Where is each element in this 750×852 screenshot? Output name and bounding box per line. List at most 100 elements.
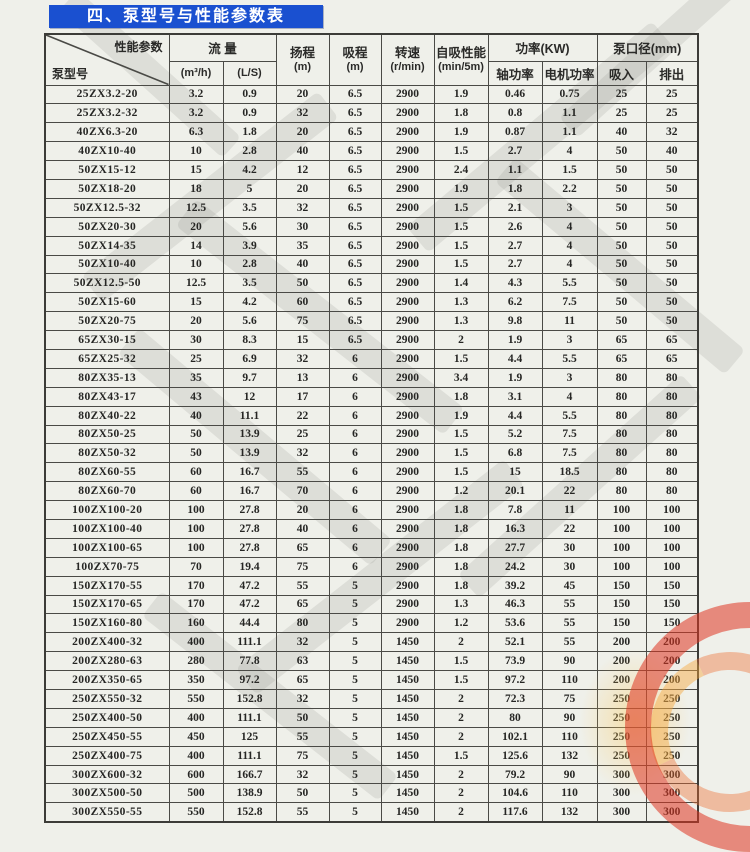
value-cell: 138.9 [222, 783, 277, 804]
value-cell: 50 [645, 197, 699, 218]
value-cell: 110 [541, 726, 598, 747]
value-cell: 6.5 [328, 254, 382, 275]
value-cell: 2900 [380, 613, 435, 634]
value-cell: 1450 [380, 707, 435, 728]
value-cell: 5 [328, 764, 382, 785]
value-cell: 2900 [380, 443, 435, 464]
value-cell: 5.5 [541, 405, 598, 426]
value-cell: 50 [596, 311, 647, 332]
value-cell: 65 [645, 330, 699, 350]
value-cell: 77.8 [222, 651, 277, 672]
value-cell: 32 [275, 443, 330, 464]
value-cell: 2900 [380, 254, 435, 275]
value-cell: 35 [275, 235, 330, 256]
value-cell: 4 [541, 254, 598, 275]
value-cell: 2 [433, 783, 489, 804]
value-cell: 60 [168, 462, 224, 483]
value-cell: 1.4 [433, 273, 489, 294]
pump-model-cell: 300ZX600-32 [44, 764, 170, 785]
value-cell: 25 [168, 348, 224, 369]
value-cell: 6.5 [328, 84, 382, 105]
value-cell: 32 [275, 632, 330, 653]
value-cell: 5 [328, 802, 382, 823]
value-cell: 280 [168, 651, 224, 672]
table-row: 80ZX60-70 60 16.7 70 6 2900 1.2 20.1 22 80 80 [44, 481, 699, 502]
value-cell: 3.1 [487, 386, 543, 407]
value-cell: 111.1 [222, 707, 277, 728]
value-cell: 1.5 [433, 443, 489, 464]
value-cell: 600 [168, 764, 224, 785]
pump-model-cell: 150ZX170-65 [44, 594, 170, 615]
value-cell: 12 [275, 160, 330, 180]
value-cell: 2900 [380, 216, 435, 237]
value-cell: 55 [275, 802, 330, 823]
value-cell: 15 [487, 462, 543, 483]
value-cell: 1.8 [222, 122, 277, 143]
value-cell: 40 [645, 141, 699, 162]
value-cell: 1.3 [433, 292, 489, 313]
value-cell: 250 [596, 689, 647, 709]
value-cell: 2900 [380, 103, 435, 124]
value-cell: 22 [275, 405, 330, 426]
value-cell: 50 [645, 292, 699, 313]
value-cell: 5 [328, 594, 382, 615]
pump-model-cell: 250ZX400-75 [44, 745, 170, 766]
value-cell: 4.2 [222, 292, 277, 313]
value-cell: 1.2 [433, 481, 489, 502]
section-title: 四、泵型号与性能参数表 [86, 8, 285, 25]
value-cell: 1.3 [433, 311, 489, 332]
value-cell: 13 [275, 367, 330, 388]
value-cell: 50 [645, 160, 699, 180]
diagonal-divider [46, 35, 169, 85]
pump-model-cell: 100ZX100-20 [44, 500, 170, 520]
value-cell: 100 [596, 537, 647, 558]
value-cell: 200 [645, 670, 699, 690]
header-port-diameter: 泵口径(mm) [596, 33, 699, 62]
value-cell: 6 [328, 537, 382, 558]
value-cell: 30 [168, 330, 224, 350]
value-cell: 5.6 [222, 311, 277, 332]
value-cell: 2900 [380, 178, 435, 199]
value-cell: 11.1 [222, 405, 277, 426]
value-cell: 12 [222, 386, 277, 407]
value-cell: 250 [645, 707, 699, 728]
table-row: 50ZX14-35 14 3.9 35 6.5 2900 1.5 2.7 4 50 50 [44, 235, 699, 256]
value-cell: 2900 [380, 311, 435, 332]
value-cell: 250 [645, 689, 699, 709]
value-cell: 50 [645, 178, 699, 199]
value-cell: 125.6 [487, 745, 543, 766]
value-cell: 2900 [380, 367, 435, 388]
header-suction: 吸程 (m) [328, 33, 382, 86]
value-cell: 2.6 [487, 216, 543, 237]
pump-model-cell: 150ZX170-55 [44, 575, 170, 596]
value-cell: 150 [596, 613, 647, 634]
value-cell: 32 [275, 689, 330, 709]
value-cell: 3 [541, 197, 598, 218]
value-cell: 24.2 [487, 556, 543, 577]
value-cell: 5 [222, 178, 277, 199]
value-cell: 2900 [380, 575, 435, 596]
table-row: 50ZX18-20 18 5 20 6.5 2900 1.9 1.8 2.2 50 50 [44, 178, 699, 199]
value-cell: 6 [328, 518, 382, 539]
section-title-banner: 四、泵型号与性能参数表 [49, 5, 323, 28]
value-cell: 52.1 [487, 632, 543, 653]
value-cell: 20 [168, 311, 224, 332]
value-cell: 1.5 [433, 141, 489, 162]
table-row: 50ZX20-30 20 5.6 30 6.5 2900 1.5 2.6 4 50 50 [44, 216, 699, 237]
value-cell: 0.9 [222, 84, 277, 105]
value-cell: 80 [645, 462, 699, 483]
value-cell: 75 [541, 689, 598, 709]
value-cell: 2.1 [487, 197, 543, 218]
table-header: 性能参数 泵型号 流 量 扬程 (m) 吸程 (m) 转速 (r/min) 自吸… [44, 33, 699, 86]
value-cell: 6 [328, 500, 382, 520]
value-cell: 1450 [380, 670, 435, 690]
value-cell: 11 [541, 500, 598, 520]
value-cell: 3.5 [222, 273, 277, 294]
value-cell: 4 [541, 216, 598, 237]
value-cell: 0.87 [487, 122, 543, 143]
value-cell: 1.1 [541, 103, 598, 124]
value-cell: 43 [168, 386, 224, 407]
value-cell: 50 [168, 424, 224, 445]
table-row: 65ZX30-15 30 8.3 15 6.5 2900 2 1.9 3 65 65 [44, 330, 699, 350]
table-row: 50ZX10-40 10 2.8 40 6.5 2900 1.5 2.7 4 50 50 [44, 254, 699, 275]
